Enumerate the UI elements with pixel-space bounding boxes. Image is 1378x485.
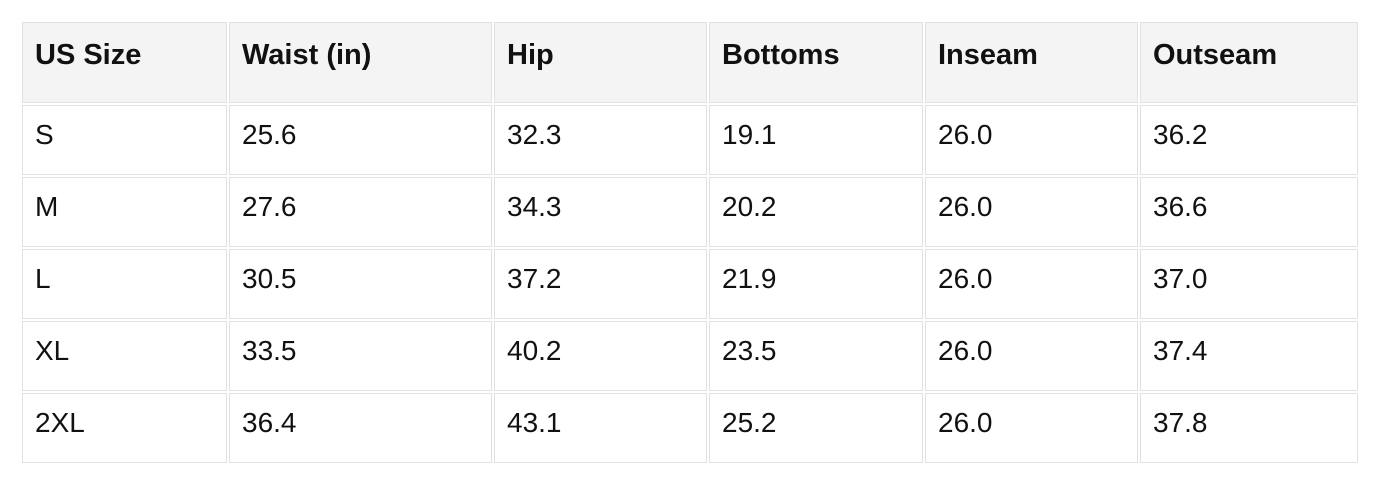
table-row: L 30.5 37.2 21.9 26.0 37.0 <box>22 249 1358 319</box>
measurement-cell: 36.6 <box>1140 177 1358 247</box>
measurement-cell: 26.0 <box>925 177 1138 247</box>
row-size-label: XL <box>22 321 227 391</box>
measurement-cell: 37.2 <box>494 249 707 319</box>
row-size-label: M <box>22 177 227 247</box>
measurement-cell: 26.0 <box>925 249 1138 319</box>
measurement-cell: 34.3 <box>494 177 707 247</box>
measurement-cell: 26.0 <box>925 105 1138 175</box>
measurement-cell: 32.3 <box>494 105 707 175</box>
column-header-outseam: Outseam <box>1140 22 1358 103</box>
size-chart-table: US Size Waist (in) Hip Bottoms Inseam Outseam… <box>20 20 1360 465</box>
measurement-cell: 37.8 <box>1140 393 1358 463</box>
measurement-cell: 25.6 <box>229 105 492 175</box>
measurement-cell: 26.0 <box>925 393 1138 463</box>
measurement-cell: 30.5 <box>229 249 492 319</box>
table-row: XL 33.5 40.2 23.5 26.0 37.4 <box>22 321 1358 391</box>
measurement-cell: 19.1 <box>709 105 923 175</box>
measurement-cell: 20.2 <box>709 177 923 247</box>
measurement-cell: 27.6 <box>229 177 492 247</box>
column-header-us-size: US Size <box>22 22 227 103</box>
column-header-waist-in: Waist (in) <box>229 22 492 103</box>
measurement-cell: 23.5 <box>709 321 923 391</box>
measurement-cell: 25.2 <box>709 393 923 463</box>
measurement-cell: 43.1 <box>494 393 707 463</box>
measurement-cell: 40.2 <box>494 321 707 391</box>
row-size-label: 2XL <box>22 393 227 463</box>
table-row: 2XL 36.4 43.1 25.2 26.0 37.8 <box>22 393 1358 463</box>
column-header-bottoms: Bottoms <box>709 22 923 103</box>
measurement-cell: 33.5 <box>229 321 492 391</box>
table-row: S 25.6 32.3 19.1 26.0 36.2 <box>22 105 1358 175</box>
measurement-cell: 36.4 <box>229 393 492 463</box>
row-size-label: S <box>22 105 227 175</box>
measurement-cell: 26.0 <box>925 321 1138 391</box>
measurement-cell: 37.4 <box>1140 321 1358 391</box>
column-header-inseam: Inseam <box>925 22 1138 103</box>
measurement-cell: 36.2 <box>1140 105 1358 175</box>
table-row: M 27.6 34.3 20.2 26.0 36.6 <box>22 177 1358 247</box>
header-row: US Size Waist (in) Hip Bottoms Inseam Outseam <box>22 22 1358 103</box>
row-size-label: L <box>22 249 227 319</box>
column-header-hip: Hip <box>494 22 707 103</box>
measurement-cell: 21.9 <box>709 249 923 319</box>
measurement-cell: 37.0 <box>1140 249 1358 319</box>
